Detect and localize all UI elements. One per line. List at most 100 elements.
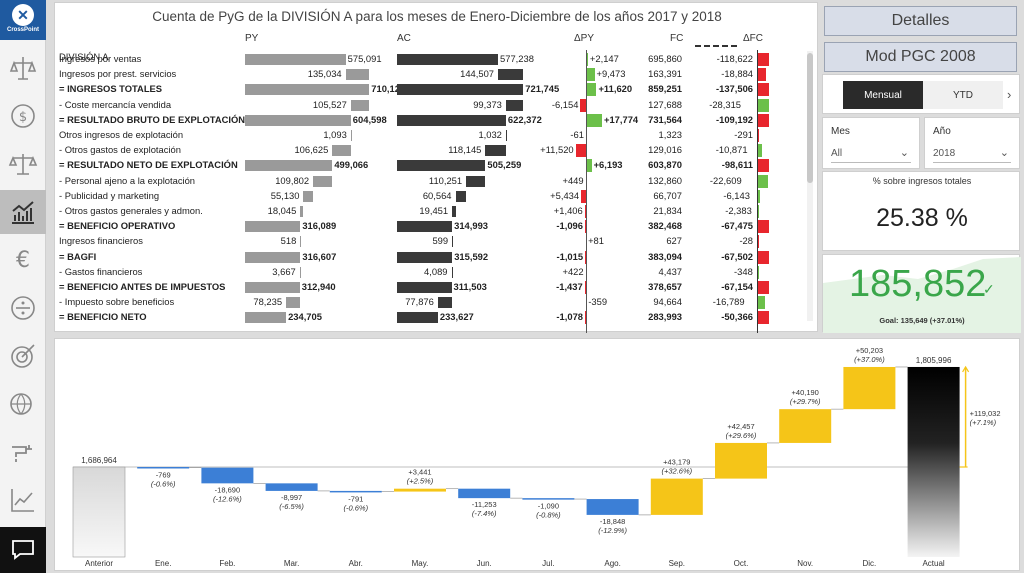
table-row[interactable]: - Gastos financieros 3,667 4,089 +422 4,437 -… <box>55 265 815 280</box>
table-row[interactable]: Ingresos financieros 518 599 +81 627 -28 <box>55 234 815 249</box>
table-row[interactable]: - Otros gastos generales y admon. 18,045 1… <box>55 204 815 219</box>
dfc-value: -291 <box>734 129 753 140</box>
goal-value: 185,852 <box>849 263 987 305</box>
check-icon: ✓ <box>983 281 995 297</box>
py-value: 106,625 <box>294 144 329 156</box>
dpy-value: -1,078 <box>556 311 584 323</box>
py-bar <box>303 190 314 202</box>
mode-toggle: Mensual YTD › <box>822 74 1020 114</box>
pct-label-5: (+2.5%) <box>407 477 434 486</box>
delta-label-2: -18,690 <box>215 485 240 494</box>
fc-value: 66,707 <box>653 189 682 201</box>
mod-pgc-button[interactable]: Mod PGC 2008 <box>824 42 1017 72</box>
mes-select[interactable]: All <box>831 148 843 159</box>
dfc-value: -16,789 <box>712 296 745 308</box>
table-row[interactable]: Ingresos por ventas 575,091 577,238 +2,147 6… <box>55 52 815 67</box>
py-value: 109,802 <box>275 174 310 186</box>
py-bar <box>300 236 302 248</box>
dpy-bar <box>581 189 586 203</box>
ytd-button[interactable]: YTD <box>923 81 1003 109</box>
table-row[interactable]: = BAGFI 316,607 315,592 -1,015 383,094 -67,50… <box>55 250 815 265</box>
sidebar-item-balance[interactable] <box>0 142 46 186</box>
sidebar-item-faucet[interactable] <box>0 430 46 474</box>
ac-value: 622,372 <box>507 113 542 125</box>
delta-label-6: -11,253 <box>472 500 497 509</box>
sidebar-item-line-chart[interactable] <box>0 478 46 522</box>
sidebar-item-euro[interactable]: € <box>0 238 46 282</box>
report-rows: Ingresos por ventas 575,091 577,238 +2,147 6… <box>55 50 815 333</box>
fc-value: 127,688 <box>648 98 682 110</box>
dfc-value: -137,506 <box>715 83 753 95</box>
row-label: = RESULTADO NETO DE EXPLOTACIÓN <box>59 159 238 171</box>
ac-value: 314,993 <box>454 220 488 232</box>
mes-label: Mes <box>831 126 850 137</box>
table-row[interactable]: = BENEFICIO NETO 234,705 233,627 -1,078 283,… <box>55 310 815 325</box>
dpy-value: +5,434 <box>550 189 580 201</box>
col-header-dpy: ΔPY <box>574 33 595 44</box>
table-row[interactable]: = BENEFICIO OPERATIVO 316,089 314,993 -1,09… <box>55 219 815 234</box>
sidebar-item-bar-trend[interactable] <box>0 190 46 234</box>
dpy-bar <box>586 83 597 97</box>
dfc-bar <box>757 53 769 66</box>
row-label: - Gastos financieros <box>59 265 143 277</box>
chevron-down-icon[interactable]: ⌄ <box>899 147 909 159</box>
dfc-bar <box>757 281 769 294</box>
category-label: Feb. <box>219 559 235 568</box>
detalles-button[interactable]: Detalles <box>824 6 1017 36</box>
sidebar-item-globe-pin[interactable] <box>0 382 46 426</box>
ac-bar <box>498 69 524 81</box>
py-value: 135,034 <box>307 68 342 80</box>
chevron-down-icon[interactable]: ⌄ <box>999 147 1009 159</box>
table-row[interactable]: Ingresos por prest. servicios 135,034 144,… <box>55 67 815 82</box>
ano-select[interactable]: 2018 <box>933 148 956 159</box>
table-row[interactable]: - Otros gastos de explotación 106,625 118,… <box>55 143 815 158</box>
table-row[interactable]: = RESULTADO BRUTO DE EXPLOTACIÓN 604,598 6… <box>55 113 815 128</box>
table-row[interactable]: Otros ingresos de explotación 1,093 1,032 -… <box>55 128 815 143</box>
ano-label: Año <box>933 126 951 137</box>
dfc-value: -6,143 <box>723 189 750 201</box>
table-row[interactable]: = INGRESOS TOTALES 710,125 721,745 +11,620 8… <box>55 82 815 97</box>
report-scrollbar[interactable] <box>807 51 813 321</box>
pct-label-2: (-12.6%) <box>213 494 242 503</box>
ac-bar <box>397 114 506 126</box>
table-row[interactable]: = RESULTADO NETO DE EXPLOTACIÓN 499,066 50… <box>55 158 815 173</box>
total-delta-label: +119,032 <box>970 409 1001 418</box>
fc-value: 4,437 <box>658 265 682 277</box>
fc-value: 383,094 <box>648 250 682 262</box>
pct-label-10: (+29.6%) <box>726 431 757 440</box>
waterfall-bar-7 <box>522 498 575 500</box>
scrollbar-thumb[interactable] <box>807 53 813 183</box>
py-value: 55,130 <box>270 189 300 201</box>
pct-label-8: (-12.9%) <box>598 526 627 535</box>
sidebar-item-target[interactable] <box>0 334 46 378</box>
delta-label-12: +50,203 <box>856 346 883 355</box>
ac-bar <box>505 130 507 141</box>
col-header-py: PY <box>245 33 259 44</box>
delta-label-9: +43,179 <box>663 458 690 467</box>
table-row[interactable]: - Coste mercancía vendida 105,527 99,373 -6… <box>55 98 815 113</box>
col-header-ac: AC <box>397 33 411 44</box>
sidebar-item-dollar-refresh[interactable]: $ <box>0 94 46 138</box>
table-row[interactable]: = BENEFICIO ANTES DE IMPUESTOS 312,940 311… <box>55 280 815 295</box>
label-anterior: 1,686,964 <box>81 456 117 465</box>
table-row[interactable]: - Impuesto sobre beneficios 78,235 77,876 -… <box>55 295 815 310</box>
dpy-bar <box>585 220 586 234</box>
chevron-right-icon[interactable]: › <box>1007 87 1012 102</box>
crosspoint-logo[interactable]: ✕ CrossPoint <box>0 0 46 40</box>
ac-value: 505,259 <box>487 159 522 171</box>
target-icon <box>11 344 35 368</box>
fc-value: 1,323 <box>658 129 682 140</box>
mensual-button[interactable]: Mensual <box>843 81 923 109</box>
sidebar-item-divide[interactable] <box>0 286 46 330</box>
col-header-fc: FC <box>670 33 684 44</box>
dpy-bar <box>586 113 602 127</box>
ac-bar <box>397 312 438 324</box>
dpy-bar <box>584 281 586 294</box>
table-row[interactable]: - Personal ajeno a la explotación 109,802… <box>55 174 815 189</box>
chat-button[interactable] <box>0 527 46 573</box>
dfc-bar <box>757 68 767 82</box>
ac-bar <box>452 206 456 217</box>
table-row[interactable]: - Publicidad y marketing 55,130 60,564 +5,4… <box>55 189 815 204</box>
dfc-bar <box>757 113 769 127</box>
sidebar-item-scales-document[interactable] <box>0 46 46 90</box>
